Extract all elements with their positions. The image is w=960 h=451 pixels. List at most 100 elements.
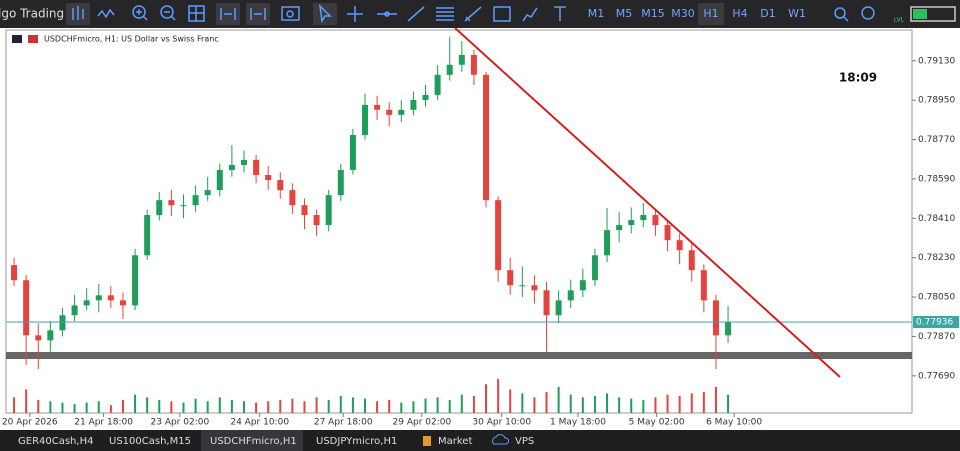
x-tick-label: 5 May 02:00 bbox=[629, 418, 685, 428]
candle-body bbox=[240, 159, 247, 165]
volume-bar bbox=[242, 401, 245, 413]
candle-body bbox=[180, 205, 187, 207]
volume-bar bbox=[146, 397, 149, 413]
x-tick-label: 21 Apr 18:00 bbox=[74, 418, 133, 428]
timeframe-active bbox=[698, 3, 724, 25]
candle-body bbox=[35, 335, 42, 341]
volume-bar bbox=[472, 396, 475, 413]
chart-icon bbox=[12, 35, 22, 43]
volume-bar bbox=[642, 399, 645, 413]
y-tick-label: 0.78050 bbox=[918, 293, 955, 303]
volume-bar bbox=[49, 401, 52, 413]
candle-body bbox=[700, 270, 707, 301]
timeframe-button[interactable]: D1 bbox=[760, 7, 775, 20]
volume-bar bbox=[218, 397, 221, 413]
x-tick-label: 20 Apr 2026 bbox=[2, 418, 58, 428]
tab[interactable]: Market bbox=[438, 436, 472, 447]
volume-bar bbox=[109, 405, 112, 413]
volume-bar bbox=[303, 401, 306, 413]
volume-bar bbox=[388, 399, 391, 413]
candle-body bbox=[253, 159, 260, 175]
volume-bar bbox=[690, 393, 693, 413]
candle-body bbox=[47, 330, 54, 341]
volume-bar bbox=[376, 401, 379, 413]
volume-bar bbox=[85, 402, 88, 413]
market-icon bbox=[423, 436, 431, 446]
candle-body bbox=[192, 195, 199, 206]
candle-body bbox=[362, 105, 369, 135]
candle-body bbox=[265, 175, 272, 181]
candle-body bbox=[11, 265, 18, 281]
volume-bar bbox=[678, 396, 681, 413]
y-tick-label: 0.78230 bbox=[918, 253, 955, 263]
timeframe-button[interactable]: H4 bbox=[732, 7, 747, 20]
candle-body bbox=[204, 190, 211, 196]
tab[interactable]: US100Cash,M15 bbox=[109, 436, 191, 447]
volume-bar bbox=[533, 397, 536, 413]
candle-body bbox=[144, 215, 151, 256]
timeframe-button[interactable]: M5 bbox=[616, 7, 633, 20]
candle-body bbox=[446, 64, 453, 75]
timeframe-button[interactable]: M15 bbox=[641, 7, 665, 20]
candle-body bbox=[95, 295, 102, 301]
volume-bar bbox=[485, 384, 488, 413]
volume-bar bbox=[339, 396, 342, 413]
x-tick-label: 1 May 18:00 bbox=[550, 418, 606, 428]
candle-body bbox=[628, 220, 635, 226]
volume-bar bbox=[509, 389, 512, 413]
candle-body bbox=[216, 169, 223, 191]
volume-bar bbox=[727, 394, 730, 413]
clock: 18:09 bbox=[839, 71, 877, 85]
volume-bar bbox=[182, 402, 185, 413]
tab[interactable]: USDCHFmicro,H1 bbox=[210, 436, 297, 447]
toolbar bbox=[0, 0, 960, 28]
candle-body bbox=[543, 290, 550, 316]
candle-body bbox=[386, 109, 393, 115]
candle-body bbox=[604, 230, 611, 256]
toolbar-icons bbox=[66, 3, 956, 25]
y-tick-label: 0.77690 bbox=[918, 371, 955, 381]
volume-bar bbox=[267, 401, 270, 413]
chart-title: USDCHFmicro, H1: US Dollar vs Swiss Fran… bbox=[44, 35, 219, 44]
plot-frame bbox=[5, 29, 913, 414]
y-tick-label: 0.78770 bbox=[918, 135, 955, 145]
y-tick-label: 0.78590 bbox=[918, 174, 955, 184]
candle-body bbox=[277, 180, 284, 191]
y-tick-label: 0.79130 bbox=[918, 56, 955, 66]
volume-bar bbox=[364, 398, 367, 413]
timeframe-button[interactable]: W1 bbox=[788, 7, 806, 20]
volume-bar bbox=[460, 394, 463, 413]
candle-body bbox=[434, 74, 441, 95]
tab[interactable]: USDJPYmicro,H1 bbox=[316, 436, 397, 447]
volume-bar bbox=[327, 399, 330, 413]
candle-body bbox=[507, 270, 514, 286]
volume-bar bbox=[630, 398, 633, 413]
candle-body bbox=[531, 285, 538, 291]
candle-body bbox=[119, 300, 126, 306]
candle-body bbox=[664, 225, 671, 241]
chart-icon bbox=[28, 35, 38, 43]
candle-body bbox=[374, 105, 381, 110]
candle-body bbox=[725, 322, 732, 336]
level-badge: LVL bbox=[894, 17, 905, 24]
candle-body bbox=[410, 99, 417, 110]
timeframe-button[interactable]: M1 bbox=[588, 7, 605, 20]
volume-bar bbox=[606, 393, 609, 413]
candle-body bbox=[23, 280, 30, 336]
candle-body bbox=[422, 94, 429, 100]
candle-body bbox=[59, 315, 66, 331]
support-zone bbox=[6, 352, 912, 359]
candle-body bbox=[301, 205, 308, 216]
tab[interactable]: GER40Cash,H4 bbox=[18, 436, 93, 447]
volume-bar bbox=[618, 397, 621, 413]
candle-body bbox=[228, 164, 235, 170]
x-tick-label: 24 Apr 10:00 bbox=[230, 418, 289, 428]
timeframe-button[interactable]: H1 bbox=[703, 7, 718, 20]
volume-bar bbox=[581, 397, 584, 413]
timeframe-button[interactable]: M30 bbox=[671, 7, 695, 20]
tab[interactable]: VPS bbox=[515, 436, 534, 447]
volume-bar bbox=[436, 397, 439, 413]
candle-body bbox=[652, 215, 659, 226]
x-tick-label: 29 Apr 02:00 bbox=[393, 418, 452, 428]
candle-body bbox=[132, 255, 139, 306]
